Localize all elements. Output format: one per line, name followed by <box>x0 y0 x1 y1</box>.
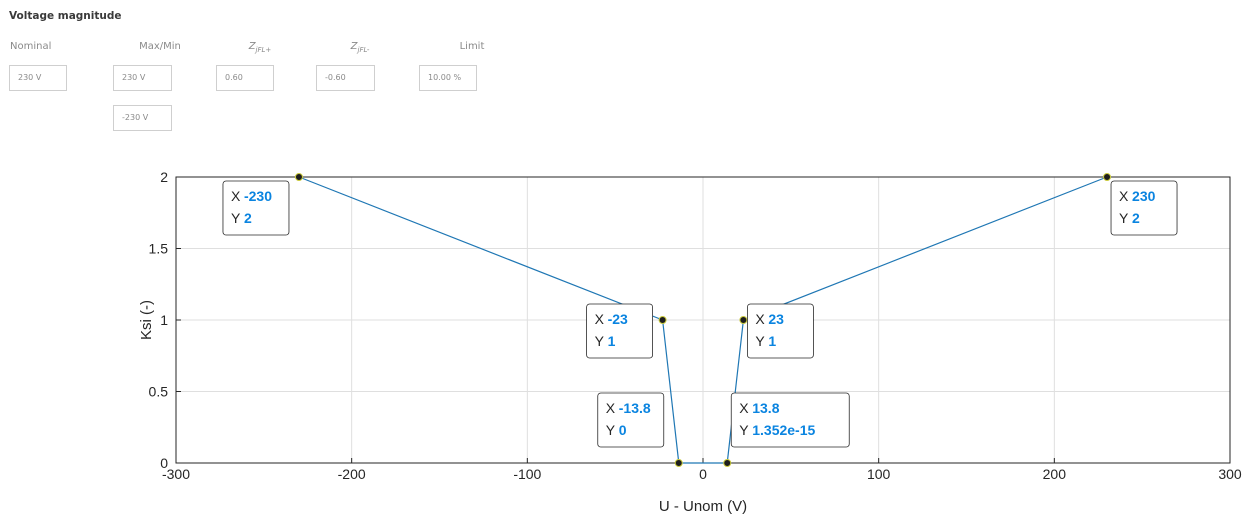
y-tick-label: 1.5 <box>149 241 169 257</box>
datatip-y-value: 2 <box>244 210 252 226</box>
datatip-x-label: X <box>1119 188 1129 204</box>
y-tick-label: 0.5 <box>149 384 169 400</box>
datatip-y-label: Y <box>1119 210 1129 226</box>
datatip-x-value: -13.8 <box>619 400 651 416</box>
datatip-y-value: 1.352e-15 <box>752 422 815 438</box>
datatip-box <box>747 303 814 359</box>
datatip-x-label: X <box>595 311 605 327</box>
y-axis-label: Ksi (-) <box>138 300 155 340</box>
datatip-y-label: Y <box>755 333 765 349</box>
data-markers <box>294 173 1112 467</box>
data-point-marker[interactable] <box>723 459 732 467</box>
x-tick-label: 200 <box>1043 466 1067 482</box>
y-tick-label: 0 <box>160 455 168 471</box>
y-tick-label: 2 <box>160 169 168 185</box>
datatip-box <box>730 392 850 448</box>
datatip[interactable]: X -13.8Y 0 <box>597 392 665 448</box>
datatip-x-value: -230 <box>244 188 272 204</box>
x-tick-label: -300 <box>162 466 190 482</box>
datatip-x-label: X <box>231 188 241 204</box>
section-title: Voltage magnitude <box>9 10 122 22</box>
zfl-minus-field[interactable]: -0.60 <box>316 65 375 91</box>
datatip-x-value: -23 <box>608 311 628 327</box>
y-tick-label: 1 <box>160 312 168 328</box>
min-field[interactable]: -230 V <box>113 105 172 131</box>
datatip-y-label: Y <box>739 422 749 438</box>
limit-label: Limit <box>459 41 485 52</box>
limit-field[interactable]: 10.00 % <box>419 65 477 91</box>
datatip[interactable]: X -23Y 1 <box>586 303 653 359</box>
grid-lines <box>175 176 1231 464</box>
x-axis-ticks: -300 -200 -100 0 100 200 300 <box>162 458 1242 482</box>
x-tick-label: -100 <box>513 466 541 482</box>
data-point-marker[interactable] <box>294 173 303 181</box>
zfl-plus-label: ZjFL+ <box>248 41 272 54</box>
datatip-x-label: X <box>606 400 616 416</box>
datatip[interactable]: X 23Y 1 <box>747 303 814 359</box>
nominal-field[interactable]: 230 V <box>9 65 67 91</box>
datatip-x-value: 230 <box>1132 188 1156 204</box>
datatip-x-label: X <box>755 311 765 327</box>
data-point-marker[interactable] <box>1103 173 1112 181</box>
data-point-marker[interactable] <box>658 316 667 324</box>
datatip[interactable]: X 13.8Y 1.352e-15 <box>730 392 850 448</box>
datatip-box <box>222 180 290 236</box>
datatip-box <box>1110 180 1178 236</box>
datatip-x-label: X <box>739 400 749 416</box>
data-point-marker[interactable] <box>674 459 683 467</box>
datatip-box <box>586 303 653 359</box>
x-tick-label: 100 <box>867 466 891 482</box>
datatip-x-value: 23 <box>768 311 784 327</box>
x-tick-label: 0 <box>699 466 707 482</box>
data-point-marker[interactable] <box>739 316 748 324</box>
datatip-y-label: Y <box>606 422 616 438</box>
nominal-label: Nominal <box>10 41 52 52</box>
datatip-y-value: 1 <box>608 333 616 349</box>
x-tick-label: 300 <box>1218 466 1242 482</box>
zfl-minus-label: ZjFL- <box>350 41 370 54</box>
series-line <box>298 176 1108 464</box>
maxmin-label: Max/Min <box>139 41 181 52</box>
x-axis-label: U - Unom (V) <box>659 498 747 515</box>
max-field[interactable]: 230 V <box>113 65 172 91</box>
datatip-y-label: Y <box>595 333 605 349</box>
datatip-y-label: Y <box>231 210 241 226</box>
datatip-box <box>597 392 665 448</box>
zfl-plus-field[interactable]: 0.60 <box>216 65 274 91</box>
datatip-y-value: 0 <box>619 422 627 438</box>
datatip-y-value: 2 <box>1132 210 1140 226</box>
y-axis-ticks: 0 0.5 1 1.5 2 <box>149 169 181 471</box>
datatip-x-value: 13.8 <box>752 400 779 416</box>
x-tick-label: -200 <box>338 466 366 482</box>
datatip-y-value: 1 <box>768 333 776 349</box>
